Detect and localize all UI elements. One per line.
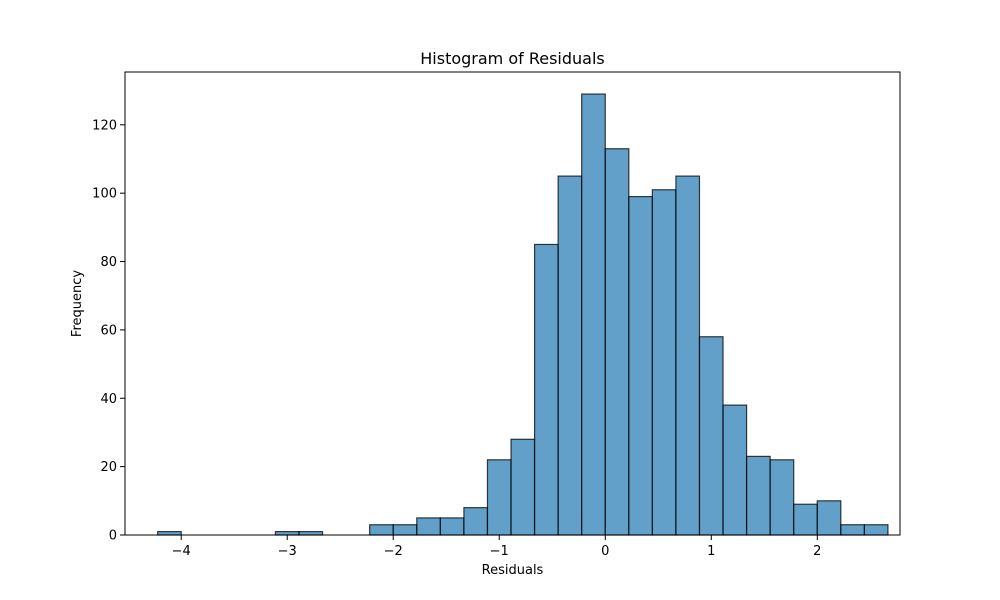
histogram-bar	[416, 517, 441, 536]
histogram-bar	[369, 524, 394, 536]
histogram-bar	[698, 336, 724, 536]
histogram-bar	[840, 524, 865, 536]
histogram-bar	[745, 455, 771, 536]
y-tick-label: 0	[109, 529, 117, 544]
chart-title: Histogram of Residuals	[420, 49, 605, 68]
histogram-bar	[157, 530, 182, 536]
x-tick-label: 1	[707, 544, 715, 559]
y-axis-label: Frequency	[70, 270, 85, 337]
histogram-bar	[486, 459, 512, 536]
histogram-bar	[439, 517, 465, 536]
y-axis-ticks: 0 20 40 60 80 100 120	[92, 118, 125, 544]
x-tick-label: −1	[490, 544, 509, 559]
histogram-bar	[298, 530, 324, 536]
x-tick-label: −3	[278, 544, 297, 559]
bars-group	[157, 93, 889, 536]
x-tick-label: −4	[172, 544, 191, 559]
histogram-bar	[816, 500, 842, 536]
histogram-bar	[510, 438, 536, 536]
histogram-bar	[651, 189, 677, 536]
histogram-bar	[581, 93, 606, 536]
x-axis-label: Residuals	[482, 563, 544, 578]
histogram-bar	[274, 530, 300, 536]
histogram-bar	[604, 148, 630, 536]
x-axis-ticks: −4 −3 −2 −1 0 1 2	[172, 535, 821, 559]
histogram-bar	[769, 459, 795, 536]
y-tick-label: 40	[100, 392, 117, 407]
histogram-bar	[863, 524, 889, 536]
histogram-bar	[557, 175, 583, 536]
histogram-bar	[392, 524, 418, 536]
histogram-bar	[675, 175, 701, 536]
y-tick-label: 20	[100, 460, 117, 475]
y-tick-label: 100	[92, 187, 117, 202]
x-tick-label: 0	[601, 544, 609, 559]
y-tick-label: 120	[92, 118, 117, 133]
histogram-bar	[628, 195, 653, 536]
x-tick-label: 2	[813, 544, 821, 559]
y-tick-label: 80	[100, 255, 117, 270]
plot-frame	[124, 71, 901, 536]
histogram-bar	[533, 243, 559, 536]
histogram-bar	[722, 404, 748, 536]
x-tick-label: −2	[384, 544, 403, 559]
histogram-bar	[463, 507, 489, 536]
histogram-bar	[793, 503, 818, 536]
y-tick-label: 60	[100, 323, 117, 338]
